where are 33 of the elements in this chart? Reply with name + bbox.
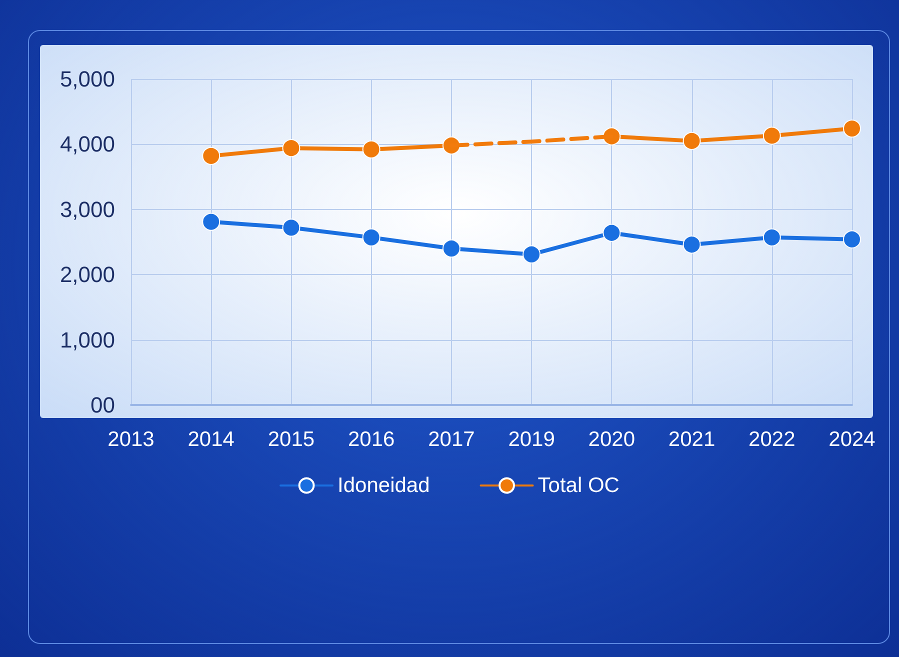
y-tick-label: 5,000 — [60, 66, 115, 92]
y-tick-label: 3,000 — [60, 196, 115, 222]
point — [602, 224, 621, 242]
legend-label: Idoneidad — [338, 474, 430, 497]
y-tick-label: 2,000 — [60, 262, 115, 288]
x-tick-label: 2017 — [428, 428, 475, 451]
point — [843, 120, 861, 138]
point — [282, 218, 300, 237]
point — [843, 230, 861, 248]
x-tick-label: 2020 — [588, 428, 636, 451]
point — [202, 146, 220, 165]
point — [202, 212, 220, 231]
x-tick-label: 2013 — [108, 428, 154, 451]
point — [282, 139, 300, 158]
point — [682, 236, 701, 254]
point — [522, 245, 541, 264]
y-tick-label: 1,000 — [60, 327, 115, 352]
y-tick-label: 4,000 — [60, 132, 115, 157]
point — [762, 126, 781, 145]
x-tick-label: 2015 — [268, 428, 315, 451]
x-tick-label: 2022 — [748, 428, 796, 451]
x-tick-label: 2024 — [828, 428, 876, 451]
point — [362, 228, 380, 246]
point — [682, 132, 701, 150]
x-tick-label: 2014 — [188, 428, 235, 451]
x-tick-label: 2016 — [348, 428, 395, 451]
point — [442, 240, 460, 258]
x-tick-label: 2019 — [508, 428, 555, 451]
x-tick-label: 2021 — [668, 428, 716, 451]
y-tick-label: 00 — [90, 392, 115, 418]
point — [762, 228, 781, 246]
point — [362, 140, 380, 158]
legend-label: Total OC — [538, 474, 620, 497]
